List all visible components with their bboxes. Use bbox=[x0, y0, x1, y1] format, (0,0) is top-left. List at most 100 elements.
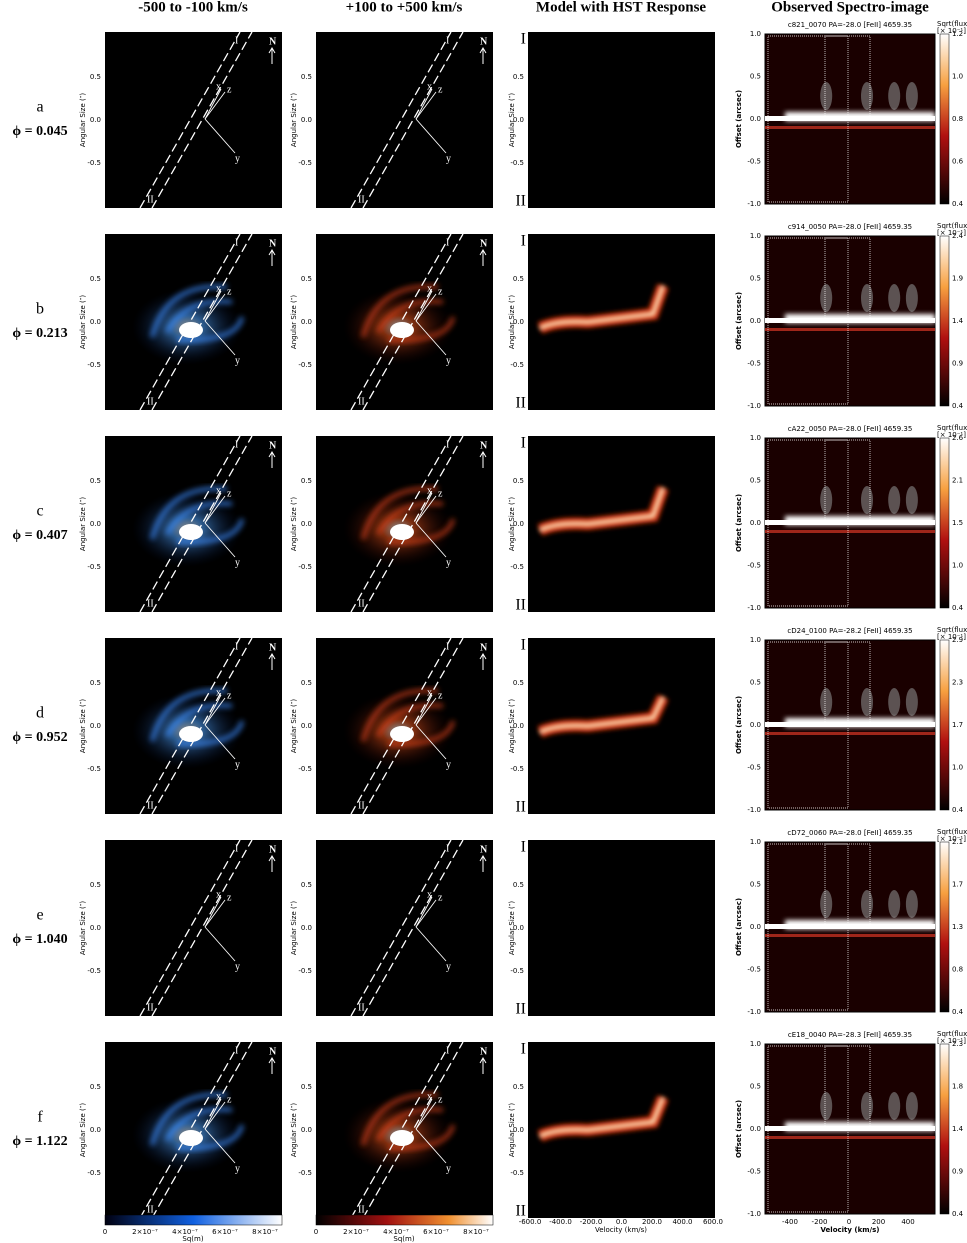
y-tick-label: -0.5 bbox=[747, 966, 761, 974]
axis-arrow bbox=[415, 290, 433, 322]
slit-edge bbox=[350, 637, 452, 815]
dotted-box bbox=[767, 237, 849, 405]
y-tick-label: -0.5 bbox=[87, 563, 101, 571]
y-tick-label: 0.0 bbox=[90, 924, 101, 932]
y-axis-label: Offset (arcsec) bbox=[735, 494, 743, 552]
nebula-core bbox=[179, 726, 203, 742]
slit-edge bbox=[139, 637, 241, 815]
y-axis-label: Angular Size (″) bbox=[79, 93, 87, 147]
slit-label-top: I bbox=[521, 233, 526, 250]
colorbar-tick-label: 0.4 bbox=[952, 1008, 964, 1016]
axis-y-label: y bbox=[235, 557, 240, 568]
axis-z-label: z bbox=[227, 690, 232, 701]
axis-x-label: x bbox=[427, 283, 432, 294]
colorbar bbox=[939, 235, 950, 407]
map-panel bbox=[316, 840, 493, 1016]
axis-y-label: y bbox=[235, 355, 240, 366]
axis-z-label: z bbox=[438, 690, 443, 701]
spectro-blob bbox=[888, 890, 901, 918]
axis-z-label: z bbox=[227, 286, 232, 297]
colorbar-tick-label: 8×10⁻⁷ bbox=[463, 1228, 489, 1236]
y-tick-label: -0.5 bbox=[87, 361, 101, 369]
x-tick-label: 600.0 bbox=[703, 1218, 723, 1226]
map-panel bbox=[316, 32, 493, 208]
x-tick-label: -200.0 bbox=[580, 1218, 603, 1226]
colorbar-label: Sqrt(flux) bbox=[937, 828, 967, 836]
column-header: +100 to +500 km/s bbox=[346, 0, 463, 15]
axis-arrow bbox=[204, 91, 226, 120]
spectro-blob bbox=[820, 284, 833, 312]
north-arrowhead bbox=[268, 653, 276, 660]
y-tick-label: -1.0 bbox=[747, 1008, 761, 1016]
colorbar-label: Sq(m) bbox=[182, 1235, 203, 1243]
y-tick-label: 1.0 bbox=[750, 838, 761, 846]
slit-label-top: I bbox=[235, 843, 238, 854]
axis-arrow bbox=[204, 290, 222, 322]
y-axis-label: Offset (arcsec) bbox=[735, 898, 743, 956]
y-axis-label: Angular Size (″) bbox=[508, 1103, 516, 1157]
slit-edge bbox=[139, 435, 241, 613]
slit-label-bottom: II bbox=[147, 800, 154, 811]
y-tick-label: 0.5 bbox=[513, 881, 524, 889]
slit-edge bbox=[151, 637, 253, 815]
north-arrowhead bbox=[479, 249, 487, 256]
y-axis-label: Angular Size (″) bbox=[79, 699, 87, 753]
spectro-band-low bbox=[765, 328, 935, 331]
dotted-box bbox=[767, 35, 849, 203]
north-label: N bbox=[480, 36, 488, 47]
y-tick-label: 0.5 bbox=[750, 477, 761, 485]
spectro-blob bbox=[861, 890, 873, 918]
spectro-title: cA22_0050 PA=-28.0 [FeII] 4659.35 bbox=[788, 425, 913, 433]
y-tick-label: 0.5 bbox=[301, 477, 312, 485]
axis-y-label: y bbox=[235, 759, 240, 770]
colorbar bbox=[939, 841, 950, 1013]
slit-label-top: I bbox=[235, 1045, 238, 1056]
slit-label-top: I bbox=[235, 439, 238, 450]
model-core bbox=[539, 487, 665, 532]
colorbar bbox=[939, 1043, 950, 1215]
slit-edge bbox=[362, 435, 464, 613]
colorbar-tick-label: 1.4 bbox=[952, 317, 964, 325]
slit-edge bbox=[350, 233, 452, 411]
spectro-blob bbox=[820, 688, 833, 716]
y-axis-label: Angular Size (″) bbox=[79, 497, 87, 551]
y-tick-label: 0.0 bbox=[90, 116, 101, 124]
row-letter: a bbox=[36, 99, 43, 116]
y-tick-label: -0.5 bbox=[510, 1169, 524, 1177]
north-arrowhead bbox=[268, 47, 276, 54]
axis-y-label: y bbox=[446, 759, 451, 770]
colorbar-tick-label: 0.4 bbox=[952, 200, 964, 208]
slit-edge bbox=[362, 31, 464, 209]
y-tick-label: 0.5 bbox=[90, 1083, 101, 1091]
y-axis-label: Offset (arcsec) bbox=[735, 292, 743, 350]
colorbar-tick-label: 8×10⁻⁷ bbox=[252, 1228, 278, 1236]
slit-edge bbox=[362, 839, 464, 1017]
y-axis-label: Angular Size (″) bbox=[508, 93, 516, 147]
axis-x-label: x bbox=[427, 889, 432, 900]
slit-label-bottom: II bbox=[358, 598, 365, 609]
colorbar-unit: [× 10⁻¹] bbox=[937, 835, 966, 843]
axis-arrow bbox=[204, 88, 222, 120]
axis-z-label: z bbox=[438, 84, 443, 95]
model-core bbox=[539, 1096, 665, 1138]
slit-label-top: I bbox=[521, 31, 526, 48]
nebula-core bbox=[390, 726, 414, 742]
y-axis-label: Angular Size (″) bbox=[79, 901, 87, 955]
axis-x-label: x bbox=[216, 283, 221, 294]
spectro-title: cD72_0060 PA=-28.0 [FeII] 4659.35 bbox=[787, 829, 912, 837]
axis-z-label: z bbox=[227, 84, 232, 95]
colorbar-tick-label: 1.0 bbox=[952, 73, 963, 81]
slit-edge bbox=[362, 637, 464, 815]
nebula-core bbox=[179, 1130, 203, 1146]
y-tick-label: 0.5 bbox=[301, 1083, 312, 1091]
x-tick-label: 200 bbox=[872, 1218, 885, 1226]
nebula-arc bbox=[361, 688, 455, 747]
y-tick-label: -0.5 bbox=[510, 967, 524, 975]
y-tick-label: -1.0 bbox=[747, 806, 761, 814]
nebula-core bbox=[390, 1130, 414, 1146]
axis-arrow bbox=[415, 1128, 447, 1164]
dotted-box bbox=[824, 439, 871, 525]
colorbar-tick-label: 2×10⁻⁷ bbox=[343, 1228, 369, 1236]
spectro-band bbox=[765, 116, 935, 121]
row-letter: e bbox=[36, 907, 43, 924]
